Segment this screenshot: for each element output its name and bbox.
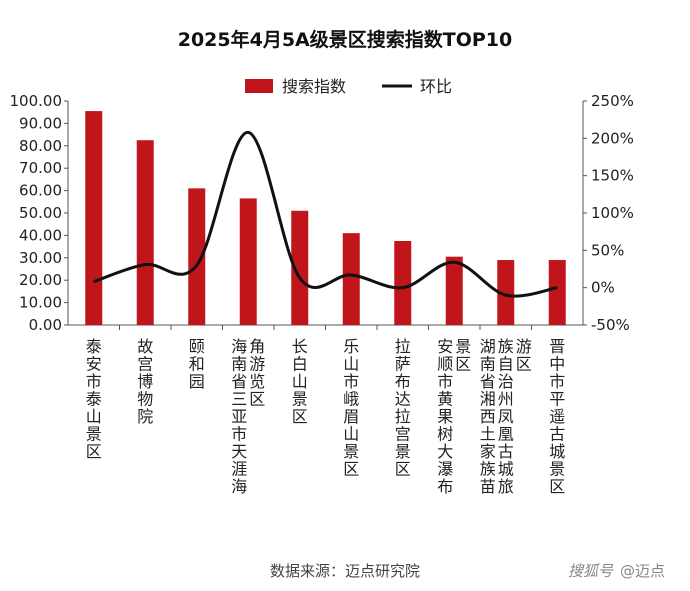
bar-8 (445, 256, 463, 325)
legend-label-line: 环比 (420, 77, 452, 96)
left-axis-tick-label: 60.00 (19, 182, 62, 200)
legend-label-bars: 搜索指数 (282, 77, 346, 96)
right-axis-tick-label: 50% (591, 241, 624, 259)
bar-6 (342, 233, 360, 325)
left-axis-tick-label: 80.00 (19, 137, 62, 155)
bar-5 (291, 210, 309, 325)
axes: 0.00 10.00 20.00 30.00 40.00 50.00 60.00 70.00 8… (10, 92, 634, 334)
category-label: 乐山市峨眉山景区 (343, 337, 359, 479)
legend: 搜索指数 环比 (245, 77, 452, 96)
left-axis-tick-label: 0.00 (29, 316, 62, 334)
watermark-user: @迈点 (620, 562, 665, 580)
bar-2 (136, 140, 154, 325)
right-axis-tick-label: 200% (591, 129, 634, 147)
bar-3 (188, 188, 206, 325)
bar-9 (497, 260, 515, 325)
left-axis-tick-label: 50.00 (19, 204, 62, 222)
category-label: 长白山景区 (292, 337, 308, 426)
watermark-brand: 搜狐号 (568, 562, 614, 580)
left-axis-tick-label: 100.00 (10, 92, 63, 110)
bar-7 (394, 241, 412, 325)
category-label: 游区 (516, 337, 532, 374)
bar-1 (85, 111, 103, 325)
category-label: 湖南省湘西土家族苗 (480, 337, 496, 496)
watermark: 搜狐号 @迈点 (568, 562, 665, 580)
category-label: 颐和园 (189, 337, 205, 391)
category-label: 族自治州凤凰古城旅 (498, 337, 514, 496)
category-label: 角游览区 (249, 337, 265, 409)
chart-title: 2025年4月5A级景区搜索指数TOP10 (178, 28, 513, 51)
line-huanbi (93, 130, 558, 298)
right-axis-tick-label: 100% (591, 204, 634, 222)
right-axis-tick-label: 150% (591, 167, 634, 185)
category-label: 景区 (455, 337, 471, 374)
category-label: 海南省三亚市天涯海 (231, 337, 247, 496)
bar-4 (239, 198, 257, 325)
category-label: 安顺市黄果树大瀑布 (437, 337, 453, 496)
category-label: 泰安市泰山景区 (86, 337, 102, 461)
category-label: 故宫博物院 (137, 337, 153, 426)
left-axis-tick-label: 20.00 (19, 271, 62, 289)
right-axis-tick-label: -50% (591, 316, 630, 334)
left-axis-tick-label: 70.00 (19, 159, 62, 177)
right-axis-tick-label: 0% (591, 279, 615, 297)
category-label: 晋中市平遥古城景区 (549, 337, 565, 496)
line-series (93, 130, 558, 298)
category-label: 拉萨布达拉宫景区 (395, 337, 411, 479)
left-axis-tick-label: 90.00 (19, 114, 62, 132)
legend-swatch-bars (245, 79, 273, 93)
left-axis-tick-label: 40.00 (19, 226, 62, 244)
bar-series (85, 111, 566, 325)
bar-10 (548, 260, 566, 325)
left-axis-tick-label: 10.00 (19, 294, 62, 312)
right-axis-tick-label: 250% (591, 92, 634, 110)
data-source: 数据来源：迈点研究院 (270, 562, 420, 580)
left-axis-tick-label: 30.00 (19, 249, 62, 267)
